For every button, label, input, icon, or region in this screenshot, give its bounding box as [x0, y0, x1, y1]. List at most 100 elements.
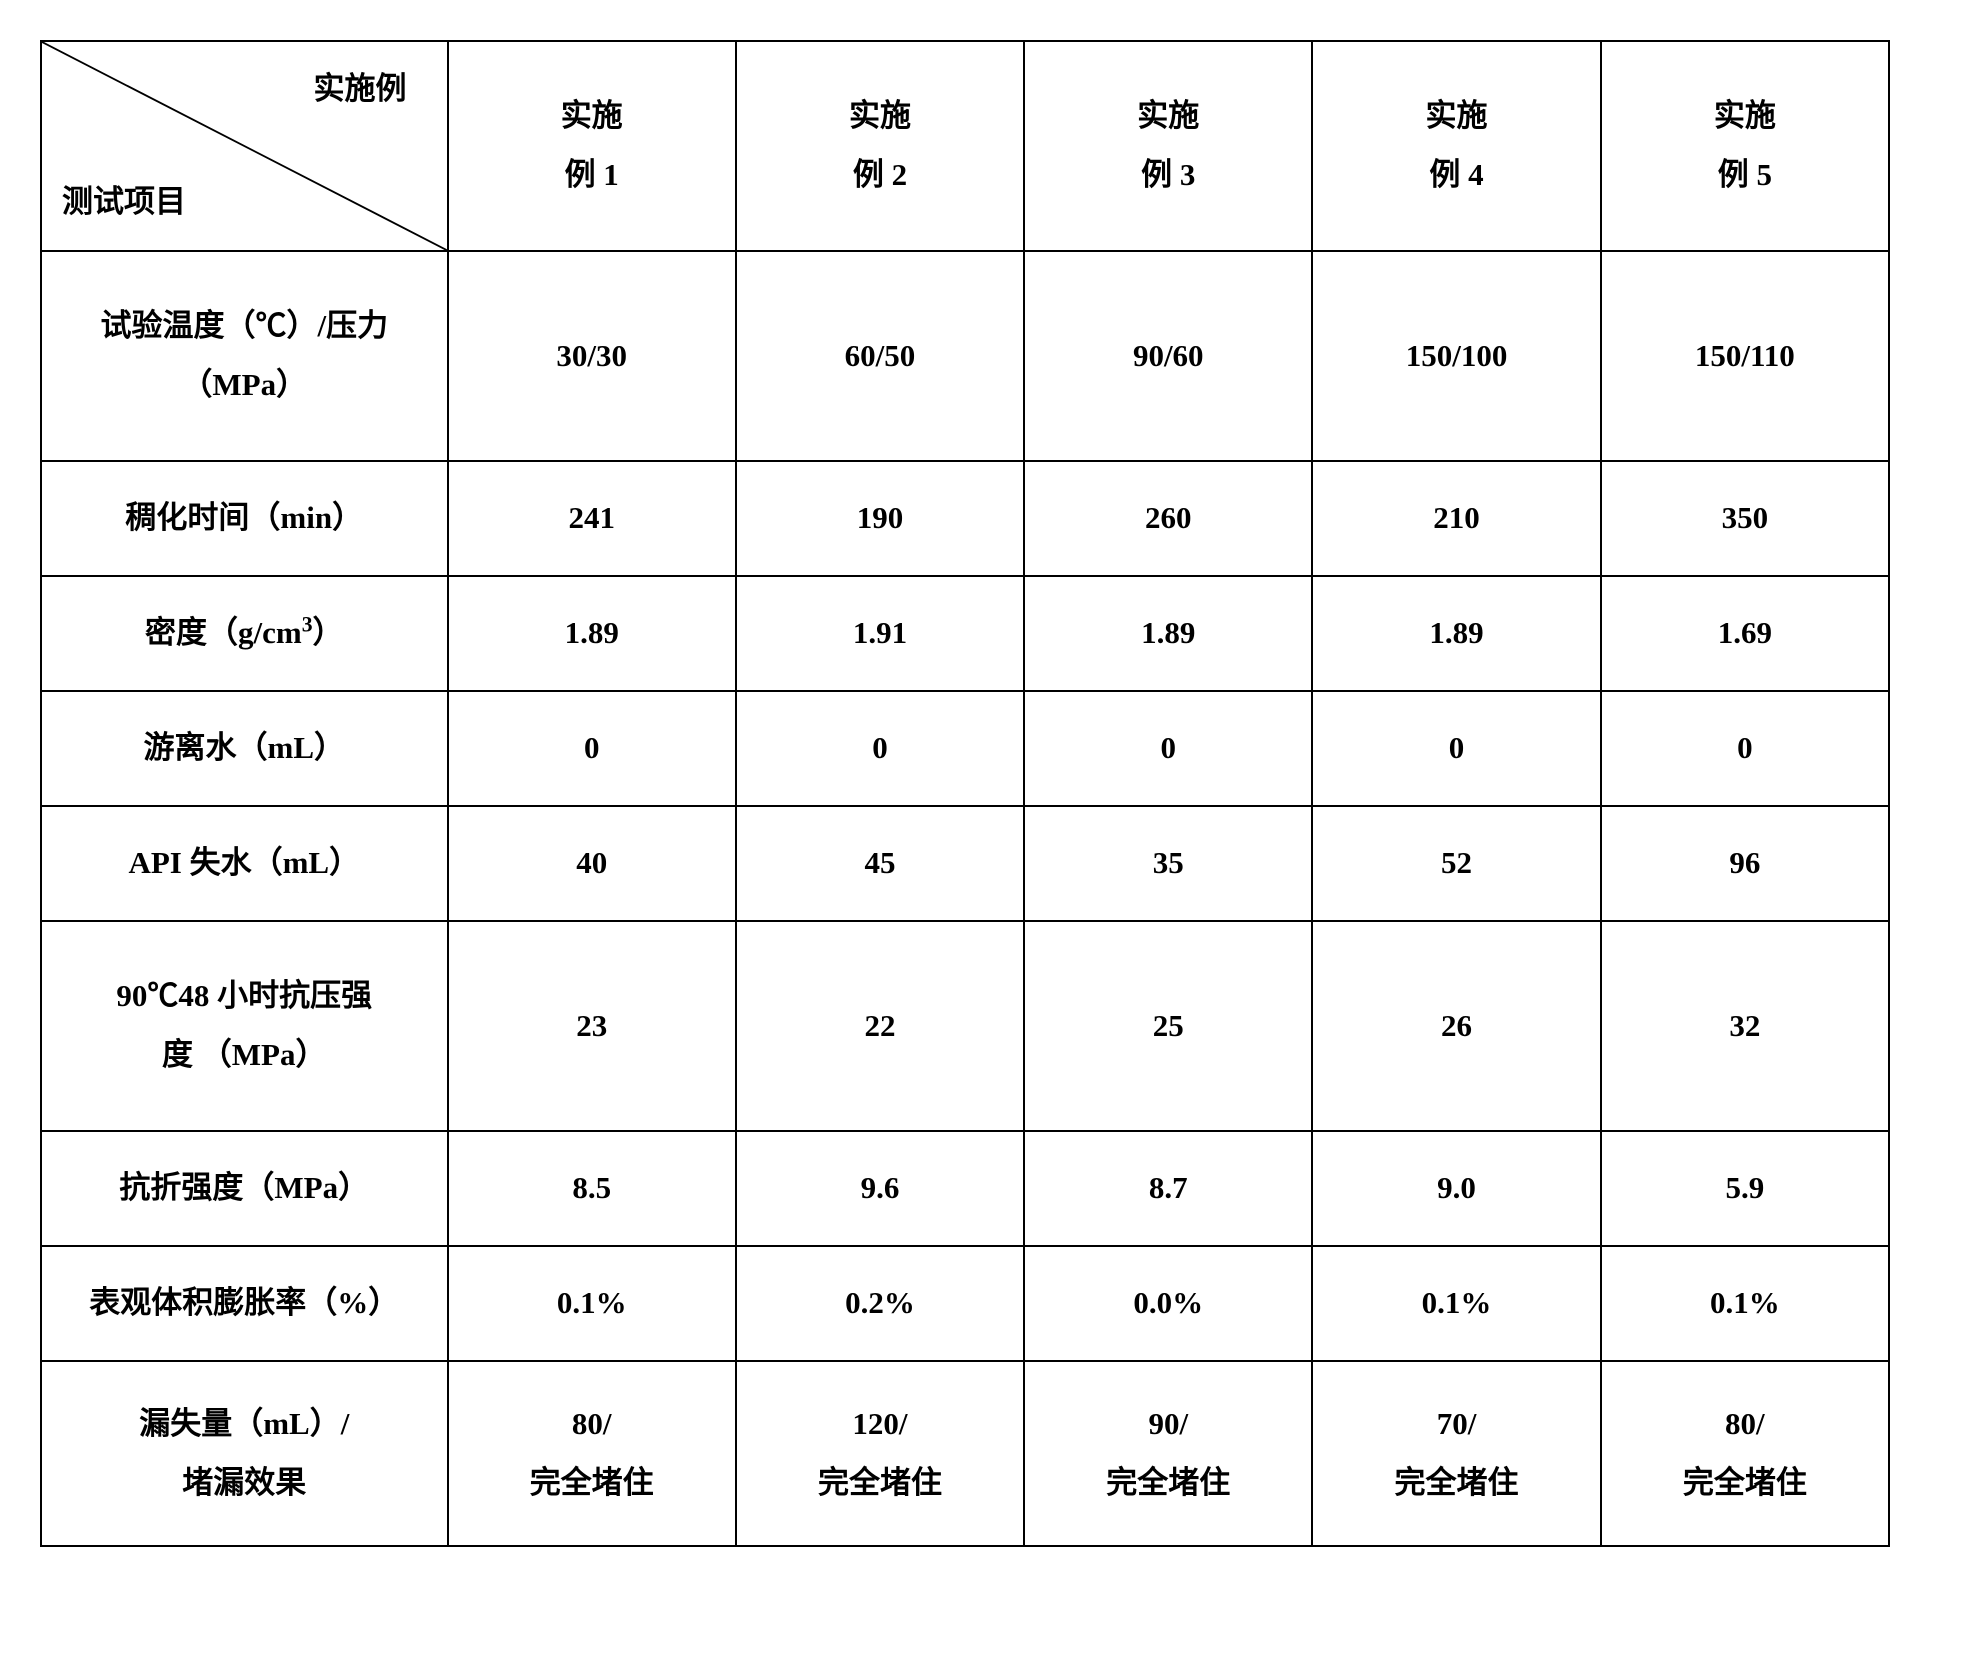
- table-row: 漏失量（mL）/堵漏效果80/完全堵住120/完全堵住90/完全堵住70/完全堵…: [41, 1361, 1889, 1546]
- table-cell: 80/完全堵住: [1601, 1361, 1889, 1546]
- row-label-line: 表观体积膨胀率（%）: [52, 1274, 437, 1333]
- table-cell: 241: [448, 461, 736, 576]
- row-label-line: 抗折强度（MPa）: [52, 1159, 437, 1218]
- table-cell: 0: [448, 691, 736, 806]
- table-cell: 0.1%: [448, 1246, 736, 1361]
- table-cell: 1.89: [1312, 576, 1600, 691]
- table-cell: 32: [1601, 921, 1889, 1131]
- row-label-line: 堵漏效果: [52, 1454, 437, 1513]
- table-cell-line: 70/: [1323, 1395, 1589, 1454]
- table-cell: 260: [1024, 461, 1312, 576]
- row-label: 90℃48 小时抗压强度 （MPa）: [41, 921, 448, 1131]
- col-header-2-line1: 实施: [747, 87, 1013, 146]
- col-header-5: 实施 例 5: [1601, 41, 1889, 251]
- table-cell: 70/完全堵住: [1312, 1361, 1600, 1546]
- table-cell-line: 120/: [747, 1395, 1013, 1454]
- table-cell: 150/110: [1601, 251, 1889, 461]
- table-cell: 0.1%: [1601, 1246, 1889, 1361]
- table-row: 游离水（mL）00000: [41, 691, 1889, 806]
- table-cell: 40: [448, 806, 736, 921]
- table-row: 90℃48 小时抗压强度 （MPa）2322252632: [41, 921, 1889, 1131]
- col-header-4-line2: 例 4: [1323, 146, 1589, 205]
- table-cell: 0: [1601, 691, 1889, 806]
- table-cell-line: 完全堵住: [1323, 1454, 1589, 1513]
- table-cell: 26: [1312, 921, 1600, 1131]
- table-cell-line: 完全堵住: [1035, 1454, 1301, 1513]
- row-label: API 失水（mL）: [41, 806, 448, 921]
- row-label: 试验温度（℃）/压力（MPa）: [41, 251, 448, 461]
- row-label-line: 游离水（mL）: [52, 719, 437, 778]
- data-table: 实施例 测试项目 实施 例 1 实施 例 2 实施 例 3 实施 例 4 实施 …: [40, 40, 1890, 1547]
- table-cell: 190: [736, 461, 1024, 576]
- row-label: 游离水（mL）: [41, 691, 448, 806]
- table-cell: 45: [736, 806, 1024, 921]
- row-label-line: 90℃48 小时抗压强: [52, 967, 437, 1026]
- table-cell: 22: [736, 921, 1024, 1131]
- table-cell-line: 80/: [1612, 1395, 1878, 1454]
- table-cell: 1.91: [736, 576, 1024, 691]
- table-cell: 30/30: [448, 251, 736, 461]
- table-cell: 0.2%: [736, 1246, 1024, 1361]
- header-top-label: 实施例: [82, 60, 407, 119]
- row-label: 稠化时间（min）: [41, 461, 448, 576]
- diagonal-header-cell: 实施例 测试项目: [41, 41, 448, 251]
- table-cell: 1.89: [448, 576, 736, 691]
- table-cell: 120/完全堵住: [736, 1361, 1024, 1546]
- row-label-line: 漏失量（mL）/: [52, 1395, 437, 1454]
- table-cell: 8.7: [1024, 1131, 1312, 1246]
- table-cell: 350: [1601, 461, 1889, 576]
- col-header-4-line1: 实施: [1323, 87, 1589, 146]
- row-label-line: 稠化时间（min）: [52, 489, 437, 548]
- header-bottom-label: 测试项目: [62, 173, 427, 232]
- col-header-1-line1: 实施: [459, 87, 725, 146]
- col-header-3-line1: 实施: [1035, 87, 1301, 146]
- table-cell: 0: [1024, 691, 1312, 806]
- table-cell: 80/完全堵住: [448, 1361, 736, 1546]
- table-cell: 25: [1024, 921, 1312, 1131]
- table-cell: 8.5: [448, 1131, 736, 1246]
- table-cell: 1.69: [1601, 576, 1889, 691]
- table-cell: 210: [1312, 461, 1600, 576]
- table-header-row: 实施例 测试项目 实施 例 1 实施 例 2 实施 例 3 实施 例 4 实施 …: [41, 41, 1889, 251]
- table-row: API 失水（mL）4045355296: [41, 806, 1889, 921]
- col-header-2-line2: 例 2: [747, 146, 1013, 205]
- row-label: 表观体积膨胀率（%）: [41, 1246, 448, 1361]
- row-label-line: （MPa）: [52, 356, 437, 415]
- table-cell: 0.1%: [1312, 1246, 1600, 1361]
- row-label: 密度（g/cm3）: [41, 576, 448, 691]
- table-cell: 52: [1312, 806, 1600, 921]
- table-cell: 35: [1024, 806, 1312, 921]
- table-cell-line: 完全堵住: [459, 1454, 725, 1513]
- col-header-3: 实施 例 3: [1024, 41, 1312, 251]
- table-cell: 5.9: [1601, 1131, 1889, 1246]
- col-header-3-line2: 例 3: [1035, 146, 1301, 205]
- row-label-line: 度 （MPa）: [52, 1026, 437, 1085]
- table-cell-line: 80/: [459, 1395, 725, 1454]
- table-body: 实施例 测试项目 实施 例 1 实施 例 2 实施 例 3 实施 例 4 实施 …: [41, 41, 1889, 1546]
- table-cell-line: 90/: [1035, 1395, 1301, 1454]
- table-row: 抗折强度（MPa）8.59.68.79.05.9: [41, 1131, 1889, 1246]
- table-row: 稠化时间（min）241190260210350: [41, 461, 1889, 576]
- table-cell: 60/50: [736, 251, 1024, 461]
- col-header-4: 实施 例 4: [1312, 41, 1600, 251]
- table-row: 试验温度（℃）/压力（MPa）30/3060/5090/60150/100150…: [41, 251, 1889, 461]
- table-row: 表观体积膨胀率（%）0.1%0.2%0.0%0.1%0.1%: [41, 1246, 1889, 1361]
- row-label-line: API 失水（mL）: [52, 834, 437, 893]
- row-label: 漏失量（mL）/堵漏效果: [41, 1361, 448, 1546]
- table-cell: 96: [1601, 806, 1889, 921]
- table-cell: 9.6: [736, 1131, 1024, 1246]
- table-cell: 0: [736, 691, 1024, 806]
- col-header-5-line2: 例 5: [1612, 146, 1878, 205]
- col-header-2: 实施 例 2: [736, 41, 1024, 251]
- table-cell-line: 完全堵住: [1612, 1454, 1878, 1513]
- row-label: 抗折强度（MPa）: [41, 1131, 448, 1246]
- table-cell: 23: [448, 921, 736, 1131]
- table-cell: 90/60: [1024, 251, 1312, 461]
- table-cell: 1.89: [1024, 576, 1312, 691]
- table-cell: 90/完全堵住: [1024, 1361, 1312, 1546]
- table-cell: 9.0: [1312, 1131, 1600, 1246]
- table-cell: 150/100: [1312, 251, 1600, 461]
- table-cell: 0: [1312, 691, 1600, 806]
- table-row: 密度（g/cm3）1.891.911.891.891.69: [41, 576, 1889, 691]
- col-header-5-line1: 实施: [1612, 87, 1878, 146]
